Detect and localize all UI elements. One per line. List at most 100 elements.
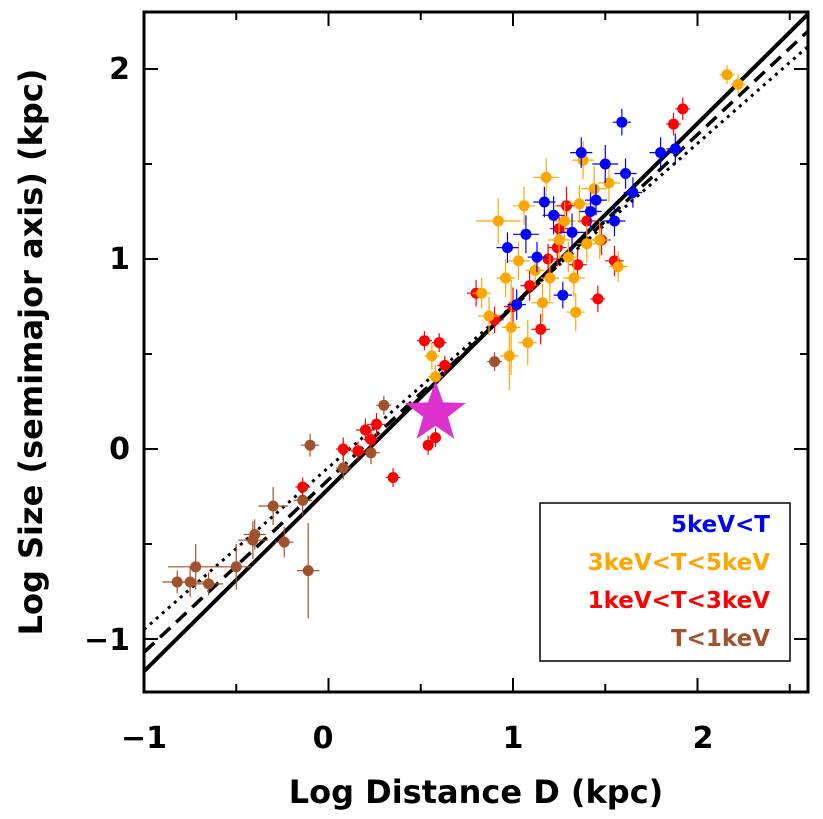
data-point-3kev-t-5kev xyxy=(568,272,580,284)
data-point-t-1kev xyxy=(171,576,183,588)
data-point-t-1kev xyxy=(190,561,202,573)
data-point-3kev-t-5kev xyxy=(553,234,565,246)
axis-ticks xyxy=(143,12,808,692)
data-points xyxy=(162,65,746,619)
data-point-5kev-t xyxy=(538,196,550,208)
data-point-3kev-t-5kev xyxy=(603,177,615,189)
y-tick-label-3: 2 xyxy=(109,52,130,87)
data-point-t-1kev xyxy=(337,462,349,474)
y-tick-label-0: −1 xyxy=(84,623,130,658)
data-point-1kev-t-3kev xyxy=(418,335,430,347)
x-tick-label-1: 0 xyxy=(313,721,334,756)
data-point-5kev-t xyxy=(501,242,513,254)
data-point-5kev-t xyxy=(608,215,620,227)
data-point-t-1kev xyxy=(230,561,242,573)
data-point-3kev-t-5kev xyxy=(513,255,525,267)
y-tick-label-2: 1 xyxy=(109,242,130,277)
fit-lines xyxy=(144,12,808,673)
legend-entry-3: T<1keV xyxy=(671,626,770,652)
fit-line-solid xyxy=(144,12,808,673)
data-point-1kev-t-3kev xyxy=(572,259,584,271)
data-point-t-1kev xyxy=(304,439,316,451)
legend-entry-0: 5keV<T xyxy=(671,512,770,538)
data-point-t-1kev xyxy=(302,565,314,577)
data-point-1kev-t-3kev xyxy=(668,118,680,130)
data-point-5kev-t xyxy=(511,299,523,311)
data-point-3kev-t-5kev xyxy=(500,272,512,284)
data-point-1kev-t-3kev xyxy=(297,481,309,493)
data-point-3kev-t-5kev xyxy=(476,287,488,299)
data-point-1kev-t-3kev xyxy=(535,323,547,335)
data-point-1kev-t-3kev xyxy=(430,432,442,444)
x-tick-label-3: 2 xyxy=(693,721,714,756)
data-point-3kev-t-5kev xyxy=(570,306,582,318)
legend-entry-2: 1keV<T<3keV xyxy=(588,588,771,614)
data-point-1kev-t-3kev xyxy=(561,200,573,212)
data-point-t-1kev xyxy=(378,399,390,411)
data-point-3kev-t-5kev xyxy=(505,321,517,333)
data-point-1kev-t-3kev xyxy=(592,293,604,305)
data-point-3kev-t-5kev xyxy=(573,198,585,210)
data-point-5kev-t xyxy=(616,116,628,128)
data-point-1kev-t-3kev xyxy=(542,253,554,265)
data-point-t-1kev xyxy=(297,494,309,506)
data-point-3kev-t-5kev xyxy=(544,272,556,284)
data-point-1kev-t-3kev xyxy=(439,359,451,371)
data-point-1kev-t-3kev xyxy=(352,445,364,457)
data-point-1kev-t-3kev xyxy=(370,418,382,430)
data-point-3kev-t-5kev xyxy=(559,215,571,227)
data-point-t-1kev xyxy=(203,578,215,590)
data-point-1kev-t-3kev xyxy=(422,439,434,451)
data-point-3kev-t-5kev xyxy=(492,215,504,227)
star-marker xyxy=(405,380,466,439)
data-point-5kev-t xyxy=(584,206,596,217)
data-point-1kev-t-3kev xyxy=(359,424,371,436)
data-point-1kev-t-3kev xyxy=(365,434,377,445)
data-point-t-1kev xyxy=(249,529,261,540)
data-point-3kev-t-5kev xyxy=(483,310,495,322)
data-point-t-1kev xyxy=(278,536,290,548)
data-point-3kev-t-5kev xyxy=(581,238,593,250)
data-point-3kev-t-5kev xyxy=(562,251,574,263)
data-point-5kev-t xyxy=(590,194,602,206)
data-point-1kev-t-3kev xyxy=(524,280,536,292)
legend-box xyxy=(539,502,791,662)
data-point-3kev-t-5kev xyxy=(540,171,552,183)
data-point-3kev-t-5kev xyxy=(732,78,744,90)
legend: 5keV<T 3keV<T<5keV 1keV<T<3keV T<1keV xyxy=(539,502,791,662)
data-point-3kev-t-5kev xyxy=(522,337,534,349)
data-point-t-1kev xyxy=(489,356,501,368)
data-point-5kev-t xyxy=(627,187,639,198)
data-point-5kev-t xyxy=(531,251,543,263)
data-point-3kev-t-5kev xyxy=(612,261,624,273)
data-point-5kev-t xyxy=(599,158,611,170)
data-point-t-1kev xyxy=(365,447,377,459)
data-point-3kev-t-5kev xyxy=(503,350,515,362)
fit-line-dashed xyxy=(144,29,808,654)
data-point-1kev-t-3kev xyxy=(387,472,399,483)
data-point-1kev-t-3kev xyxy=(433,337,445,349)
data-point-t-1kev xyxy=(267,500,279,512)
y-axis-title: Log Size (semimajor axis) (kpc) xyxy=(12,69,50,636)
data-point-3kev-t-5kev xyxy=(529,264,541,276)
data-point-1kev-t-3kev xyxy=(581,215,593,227)
data-point-1kev-t-3kev xyxy=(337,443,349,455)
data-point-5kev-t xyxy=(669,143,681,155)
data-point-5kev-t xyxy=(620,168,632,179)
data-point-5kev-t xyxy=(557,289,569,301)
x-tick-label-2: 1 xyxy=(503,721,524,756)
data-point-3kev-t-5kev xyxy=(588,183,600,195)
data-point-3kev-t-5kev xyxy=(518,200,530,212)
x-axis-title: Log Distance D (kpc) xyxy=(289,773,664,811)
data-point-5kev-t xyxy=(548,209,560,221)
star-marker-shape xyxy=(405,380,466,439)
data-point-5kev-t xyxy=(655,147,667,159)
x-tick-label-0: −1 xyxy=(121,721,167,756)
data-point-3kev-t-5kev xyxy=(721,69,733,81)
data-point-3kev-t-5kev xyxy=(426,350,438,362)
data-point-5kev-t xyxy=(575,147,587,159)
data-point-5kev-t xyxy=(566,226,578,238)
y-tick-label-1: 0 xyxy=(109,432,130,467)
data-point-3kev-t-5kev xyxy=(594,234,606,246)
